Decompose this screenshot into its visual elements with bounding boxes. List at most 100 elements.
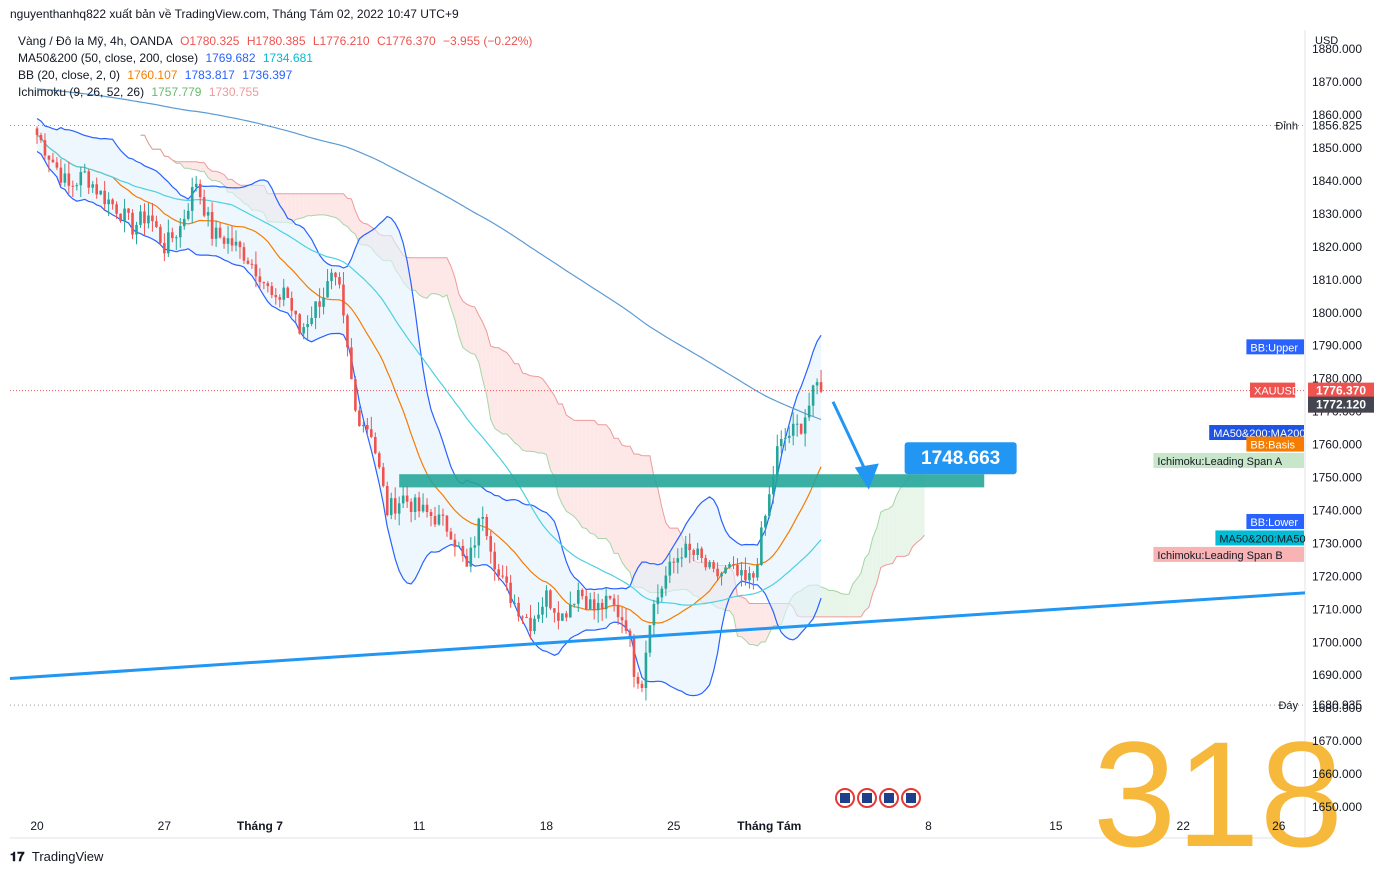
candle-body xyxy=(159,226,162,243)
chart-legend: Vàng / Đô la Mỹ, 4h, OANDA O1780.325 H17… xyxy=(18,33,536,101)
time-axis: 20 27 Tháng 7 11 18 25 Tháng Tám 8 15 22 26 xyxy=(30,819,1285,833)
ichimoku-cloud-segment xyxy=(562,403,567,512)
ichimoku-cloud-segment xyxy=(757,603,762,646)
legend-ma-row: MA50&200 (50, close, 200, close) 1769.68… xyxy=(18,50,536,67)
ichimoku-cloud-segment xyxy=(506,352,511,438)
ichimoku-cloud-segment xyxy=(753,603,758,646)
price-tick-label: 1800.000 xyxy=(1312,306,1362,320)
candle-body xyxy=(533,618,536,632)
ichimoku-cloud-segment xyxy=(574,420,579,522)
ichimoku-cloud-segment xyxy=(435,257,439,295)
candle-body xyxy=(652,604,656,626)
ichimoku-cloud-segment xyxy=(339,193,344,225)
ichimoku-cloud-segment xyxy=(522,373,527,452)
ichimoku-cloud-segment xyxy=(554,395,559,496)
candle-body xyxy=(306,324,309,328)
candle-body xyxy=(779,438,783,447)
candle-body xyxy=(322,297,325,307)
ichimoku-cloud-segment xyxy=(538,376,543,454)
price-tick-label: 1710.000 xyxy=(1312,602,1362,616)
candle-body xyxy=(409,501,413,512)
candle-body xyxy=(55,162,59,168)
ichimoku-cloud-segment xyxy=(466,304,471,354)
candle-body xyxy=(449,531,453,540)
candle-body xyxy=(51,159,55,163)
ichimoku-cloud-segment xyxy=(482,322,487,396)
candle-body xyxy=(521,616,524,618)
ichimoku-cloud-segment xyxy=(840,593,845,617)
candle-body xyxy=(186,210,190,219)
candle-body xyxy=(493,551,496,570)
us-flag-event-icon-field xyxy=(840,793,850,803)
candle-body xyxy=(819,382,823,392)
candle-body xyxy=(632,638,636,677)
candle-body xyxy=(445,515,449,532)
ichimoku-cloud-segment xyxy=(474,307,479,363)
candle-body xyxy=(35,128,39,136)
ichimoku-cloud-segment xyxy=(208,168,213,181)
price-tick-label: 1780.000 xyxy=(1312,372,1362,386)
candle-body xyxy=(234,241,238,246)
ichimoku-cloud-segment xyxy=(347,198,352,232)
candle-body xyxy=(748,573,751,581)
ichimoku-cloud-segment xyxy=(634,453,638,588)
ichimoku-cloud-segment xyxy=(836,591,841,617)
legend-ichimoku-value-2: 1730.755 xyxy=(208,85,259,99)
legend-bb-value-1: 1760.107 xyxy=(127,68,178,82)
candle-body xyxy=(413,497,417,512)
candle-body xyxy=(764,515,767,528)
ichimoku-cloud-segment xyxy=(220,172,225,186)
time-tick-label: 20 xyxy=(30,819,44,833)
price-tick-label: 1870.000 xyxy=(1312,75,1362,89)
candle-body xyxy=(656,597,660,605)
ma200-line xyxy=(36,88,822,421)
candle-body xyxy=(513,602,516,604)
legend-ichimoku-name[interactable]: Ichimoku (9, 26, 52, 26) xyxy=(18,85,145,99)
legend-ma-value-2: 1734.681 xyxy=(262,51,313,65)
candle-body xyxy=(541,606,544,615)
candle-body xyxy=(616,604,620,618)
ichimoku-cloud-segment xyxy=(442,257,447,298)
indicator-tag-label: BB:Upper xyxy=(1250,342,1298,354)
candle-body xyxy=(314,301,317,318)
ichimoku-cloud-segment xyxy=(427,257,432,299)
candle-body xyxy=(393,498,397,514)
legend-ohlc-row: Vàng / Đô la Mỹ, 4h, OANDA O1780.325 H17… xyxy=(18,33,536,50)
candle-body xyxy=(318,301,321,307)
indicator-tag-bg xyxy=(1246,513,1304,529)
ichimoku-cloud-segment xyxy=(299,193,304,219)
ichimoku-cloud-segment xyxy=(331,193,336,218)
candle-body xyxy=(178,226,182,238)
candle-body xyxy=(787,435,791,438)
candle-body xyxy=(262,282,266,284)
legend-ma-name[interactable]: MA50&200 (50, close, 200, close) xyxy=(18,51,199,65)
candle-body xyxy=(545,590,548,607)
candle-body xyxy=(63,173,67,183)
price-tick-label: 1760.000 xyxy=(1312,438,1362,452)
candle-body xyxy=(79,172,83,186)
price-tick-label: 1660.000 xyxy=(1312,767,1362,781)
footer-brand[interactable]: 𝟏𝟕 TradingView xyxy=(10,848,103,866)
candle-body xyxy=(246,260,250,264)
ichimoku-cloud-segment xyxy=(558,403,563,505)
candle-body xyxy=(565,613,568,618)
candle-body xyxy=(628,630,632,639)
candle-body xyxy=(385,485,389,516)
ichimoku-cloud-segment xyxy=(490,346,495,429)
candle-body xyxy=(254,264,258,277)
published-line: nguyenthanhq822 xuất bản về TradingView.… xyxy=(10,7,459,21)
candle-body xyxy=(795,423,799,425)
candle-body xyxy=(103,190,106,205)
legend-bb-name[interactable]: BB (20, close, 2, 0) xyxy=(18,68,121,82)
candle-body xyxy=(724,567,727,574)
candle-body xyxy=(338,277,341,285)
legend-symbol[interactable]: Vàng / Đô la Mỹ, 4h, OANDA xyxy=(18,34,173,48)
candle-body xyxy=(198,183,202,198)
watermark-number: 318 xyxy=(1093,710,1343,875)
price-tick-label: 1830.000 xyxy=(1312,207,1362,221)
candle-body xyxy=(644,652,648,688)
tradingview-logo-icon: 𝟏𝟕 xyxy=(10,849,25,864)
legend-close: C1776.370 xyxy=(376,34,436,48)
ichimoku-cloud-segment xyxy=(622,445,627,568)
